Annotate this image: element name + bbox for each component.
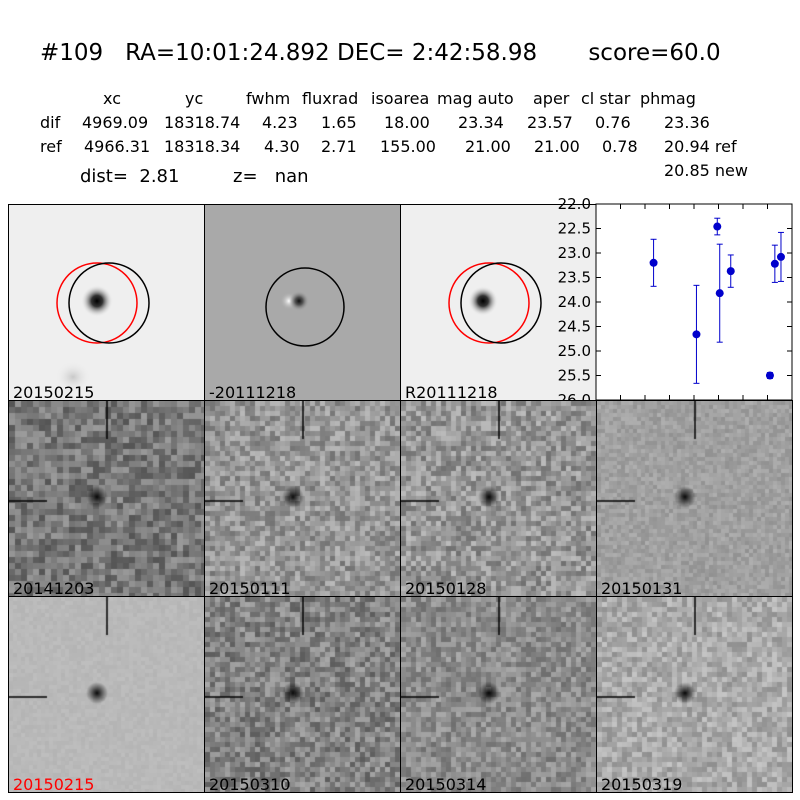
header-title: #109 RA=10:01:24.892 DEC= 2:42:58.98 sco… xyxy=(40,40,721,66)
data-point xyxy=(770,259,779,268)
epoch-stamp: 20150111 xyxy=(204,400,401,597)
dist-value: dist= 2.81 xyxy=(80,166,180,187)
table-cell: 18318.74 xyxy=(164,113,241,132)
y-tick-label: 24.5 xyxy=(558,318,591,336)
col-header-yc: yc xyxy=(185,89,204,108)
ref-aperture-circle xyxy=(448,262,530,344)
stamp-label: 20150310 xyxy=(209,775,291,793)
y-tick-label: 22.5 xyxy=(558,220,591,238)
epoch-stamp: 20150319 xyxy=(596,596,793,793)
table-cell: 0.76 xyxy=(595,113,631,132)
epoch-image xyxy=(205,597,400,792)
data-point xyxy=(649,258,658,267)
col-header-phmag: phmag xyxy=(640,89,696,108)
epoch-stamp: 20150215 xyxy=(8,596,205,793)
dif-aperture-circle xyxy=(68,262,150,344)
difference-stamp: -20111218 xyxy=(204,204,401,401)
table-cell: 155.00 xyxy=(380,137,436,156)
stamp-label: 20150319 xyxy=(601,775,683,793)
dif-aperture-circle xyxy=(265,267,345,347)
phmag-new: 20.85 new xyxy=(664,161,748,180)
light-curve-svg: 22.022.523.023.524.024.525.025.526.0−120… xyxy=(558,195,793,421)
table-cell: 23.34 xyxy=(458,113,504,132)
stamp-label: -20111218 xyxy=(209,383,297,401)
epoch-stamp: 20150128 xyxy=(400,400,597,597)
epoch-image xyxy=(9,401,204,596)
col-header-aper: aper xyxy=(533,89,570,108)
table-cell: 1.65 xyxy=(321,113,357,132)
score-value: score=60.0 xyxy=(588,40,721,66)
y-tick-label: 23.5 xyxy=(558,269,591,287)
stamp-label: 20150314 xyxy=(405,775,487,793)
col-header-fluxrad: fluxrad xyxy=(302,89,359,108)
row-label-dif: dif xyxy=(40,113,61,132)
stamp-label: 20150215 xyxy=(13,383,95,401)
stamp-label: 20141203 xyxy=(13,579,95,597)
epoch-image xyxy=(9,597,204,792)
ref-aperture-circle xyxy=(56,262,138,344)
data-point xyxy=(765,371,774,380)
y-tick-label: 25.0 xyxy=(558,342,591,360)
ra-value: RA=10:01:24.892 xyxy=(125,40,330,66)
table-cell: 4969.09 xyxy=(82,113,149,132)
redshift-value: z= nan xyxy=(233,166,309,187)
plot-frame xyxy=(595,203,793,401)
table-cell: 4966.31 xyxy=(84,137,151,156)
table-cell: 23.36 xyxy=(664,113,710,132)
col-header-fwhm: fwhm xyxy=(246,89,291,108)
table-cell: 0.78 xyxy=(602,137,638,156)
row-label-ref: ref xyxy=(40,137,62,156)
epoch-image xyxy=(401,597,596,792)
table-cell: 4.23 xyxy=(262,113,298,132)
light-curve-plot: 22.022.523.023.524.024.525.025.526.0−120… xyxy=(558,195,793,421)
object-id: #109 xyxy=(40,40,104,66)
photometry-table: xc yc fwhm fluxrad isoarea mag auto aper… xyxy=(0,0,800,200)
table-cell: 21.00 xyxy=(534,137,580,156)
epoch-image xyxy=(205,401,400,596)
epoch-stamp: 20150310 xyxy=(204,596,401,793)
data-point xyxy=(713,222,722,231)
stamp-label: R20111218 xyxy=(405,383,498,401)
stamp-label: 20150111 xyxy=(209,579,291,597)
y-tick-label: 23.0 xyxy=(558,244,591,262)
table-cell: 21.00 xyxy=(465,137,511,156)
table-cell: 2.71 xyxy=(321,137,357,156)
y-tick-label: 25.5 xyxy=(558,367,591,385)
data-point xyxy=(726,267,735,276)
science-image xyxy=(9,205,204,400)
data-point xyxy=(692,330,701,339)
data-point xyxy=(776,252,785,261)
col-header-isoarea: isoarea xyxy=(371,89,430,108)
science-stamp: 20150215 xyxy=(8,204,205,401)
stamp-label: 20150215 xyxy=(13,775,95,793)
col-header-cl-star: cl star xyxy=(581,89,631,108)
difference-image xyxy=(205,205,400,400)
epoch-stamp: 20141203 xyxy=(8,400,205,597)
y-tick-label: 22.0 xyxy=(558,195,591,213)
epoch-image xyxy=(597,401,792,596)
epoch-stamp: 20150314 xyxy=(400,596,597,793)
table-cell: 18318.34 xyxy=(164,137,241,156)
dec-value: DEC= 2:42:58.98 xyxy=(337,40,538,66)
stamp-label: 20150128 xyxy=(405,579,487,597)
col-header-mag-auto: mag auto xyxy=(437,89,514,108)
reference-image xyxy=(401,205,596,400)
table-cell: 23.57 xyxy=(527,113,573,132)
y-tick-label: 24.0 xyxy=(558,293,591,311)
epoch-image xyxy=(597,597,792,792)
epoch-stamp: 20150131 xyxy=(596,400,793,597)
table-cell: 18.00 xyxy=(384,113,430,132)
table-cell: 20.94 ref xyxy=(664,137,737,156)
epoch-image xyxy=(401,401,596,596)
stamp-label: 20150131 xyxy=(601,579,683,597)
dif-aperture-circle xyxy=(460,262,542,344)
table-cell: 4.30 xyxy=(264,137,300,156)
col-header-xc: xc xyxy=(103,89,121,108)
data-point xyxy=(715,289,724,298)
